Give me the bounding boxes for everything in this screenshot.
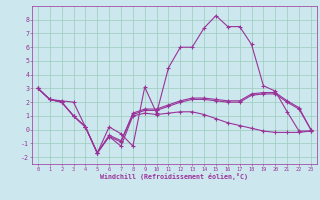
X-axis label: Windchill (Refroidissement éolien,°C): Windchill (Refroidissement éolien,°C) xyxy=(100,173,248,180)
